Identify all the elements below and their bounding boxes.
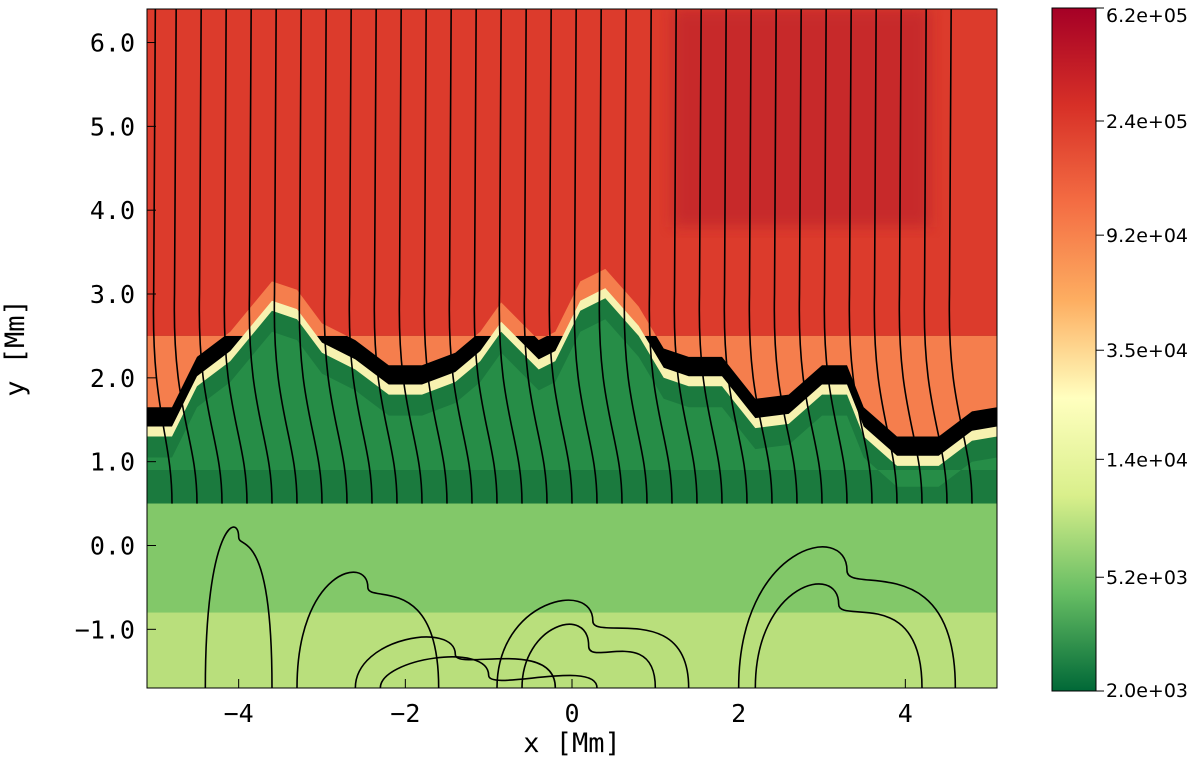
lower-chromosphere-band xyxy=(147,503,997,613)
field-line-open xyxy=(673,9,698,504)
field-line-open xyxy=(448,9,473,504)
field-line-open xyxy=(748,9,773,504)
x-tick-label: 2 xyxy=(731,699,746,728)
field-line-open xyxy=(273,9,298,504)
field-line-closed xyxy=(737,546,957,688)
field-line-open xyxy=(498,9,523,504)
field-line-open xyxy=(348,9,373,504)
colorbar-tick-label: 1.4e+04 xyxy=(1106,449,1188,471)
field-line-closed xyxy=(354,636,557,688)
field-line-open xyxy=(573,9,598,504)
field-line-open xyxy=(473,9,498,504)
colorbar: 6.2e+05 2.4e+05 9.2e+04 3.5e+04 1.4e+04 5.2e+… xyxy=(1051,5,1188,702)
y-tick-label: 6.0 xyxy=(90,29,135,58)
plot-area xyxy=(147,9,997,688)
field-line-open xyxy=(423,9,448,504)
x-tick-label: −4 xyxy=(224,699,254,728)
field-line-open xyxy=(598,9,623,504)
field-line-open xyxy=(398,9,423,504)
field-line-closed xyxy=(496,599,690,688)
field-line-open xyxy=(173,9,198,504)
field-line-open xyxy=(248,9,273,504)
field-line-open xyxy=(798,9,823,504)
x-axis-label: x [Mm] xyxy=(523,728,621,757)
field-line-closed xyxy=(521,623,657,688)
y-tick-label: 5.0 xyxy=(90,112,135,141)
colorbar-tick-label: 2.0e+03 xyxy=(1106,680,1188,702)
field-line-open xyxy=(848,9,873,504)
colorbar-ticks: 6.2e+05 2.4e+05 9.2e+04 3.5e+04 1.4e+04 5.2e+… xyxy=(1096,5,1188,702)
magnetic-field-lines xyxy=(152,9,973,688)
field-line-closed xyxy=(204,526,273,688)
field-line-open xyxy=(523,9,548,504)
field-line-closed xyxy=(754,583,923,688)
x-axis: −4 −2 0 2 4 xyxy=(224,679,913,728)
chromosphere-inner xyxy=(147,319,997,487)
field-line-open xyxy=(623,9,648,504)
field-line-open xyxy=(873,9,898,504)
field-line-open xyxy=(152,9,173,504)
field-line-closed xyxy=(296,571,440,688)
y-tick-label: 0.0 xyxy=(90,531,135,560)
field-line-open xyxy=(298,9,323,504)
temperature-layers xyxy=(147,9,997,688)
colorbar-tick-label: 6.2e+05 xyxy=(1106,5,1188,27)
field-line-open xyxy=(823,9,848,504)
field-line-open xyxy=(898,9,923,504)
colorbar-tick-label: 5.2e+03 xyxy=(1106,567,1188,589)
y-tick-label: 4.0 xyxy=(90,196,135,225)
transition-layer-warm xyxy=(147,268,997,437)
field-line-open xyxy=(923,9,948,504)
x-tick-label: 4 xyxy=(898,699,913,728)
field-line-closed xyxy=(379,656,598,688)
field-line-open xyxy=(323,9,348,504)
y-tick-label: −1.0 xyxy=(75,615,135,644)
colorbar-tick-label: 2.4e+05 xyxy=(1106,111,1188,133)
field-line-open xyxy=(223,9,248,504)
field-line-open xyxy=(648,9,673,504)
y-tick-label: 2.0 xyxy=(90,364,135,393)
field-line-open xyxy=(948,9,973,504)
field-line-open xyxy=(198,9,223,504)
y-tick-label: 3.0 xyxy=(90,280,135,309)
field-line-open xyxy=(698,9,723,504)
x-tick-label: −2 xyxy=(390,699,420,728)
field-line-open xyxy=(723,9,748,504)
x-tick-label: 0 xyxy=(564,699,579,728)
colorbar-tick-label: 9.2e+04 xyxy=(1106,225,1188,247)
field-line-open xyxy=(773,9,798,504)
field-line-open xyxy=(373,9,398,504)
colorbar-tick-label: 3.5e+04 xyxy=(1106,340,1188,362)
field-line-open xyxy=(548,9,573,504)
y-axis: −1.0 0.0 1.0 2.0 3.0 4.0 5.0 6.0 xyxy=(75,29,156,644)
colorbar-bar xyxy=(1051,7,1097,692)
y-axis-label: y [Mm] xyxy=(0,299,31,397)
y-tick-label: 1.0 xyxy=(90,448,135,477)
